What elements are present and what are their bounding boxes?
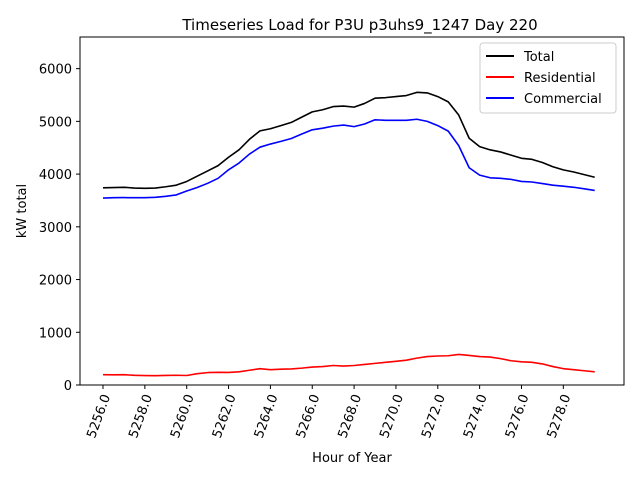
x-axis-label: Hour of Year [312, 451, 392, 466]
y-tick-label: 0 [64, 379, 72, 394]
series-line-total [103, 91, 595, 190]
axes-frame [79, 36, 625, 386]
series-line-residential [103, 353, 595, 377]
y-tick-label: 6000 [39, 63, 72, 78]
y-tick-label: 5000 [39, 115, 72, 130]
legend-box [479, 42, 617, 114]
legend: Total Residential Commercial [479, 42, 617, 114]
plot-area [102, 91, 595, 377]
legend-label-residential: Residential [524, 71, 596, 86]
y-tick-label: 2000 [39, 274, 72, 289]
series-line-commercial [102, 118, 595, 199]
y-axis-label: kW total [15, 184, 30, 238]
y-tick-label: 1000 [39, 326, 72, 341]
legend-label-total: Total [523, 50, 554, 65]
y-tick-label: 3000 [39, 221, 72, 236]
legend-label-commercial: Commercial [524, 92, 602, 107]
y-tick-label: 4000 [39, 168, 72, 183]
y-axis: 0 1000 2000 3000 4000 5000 6000 [39, 63, 80, 394]
chart-title: Timeseries Load for P3U p3uhs9_1247 Day … [181, 16, 537, 35]
